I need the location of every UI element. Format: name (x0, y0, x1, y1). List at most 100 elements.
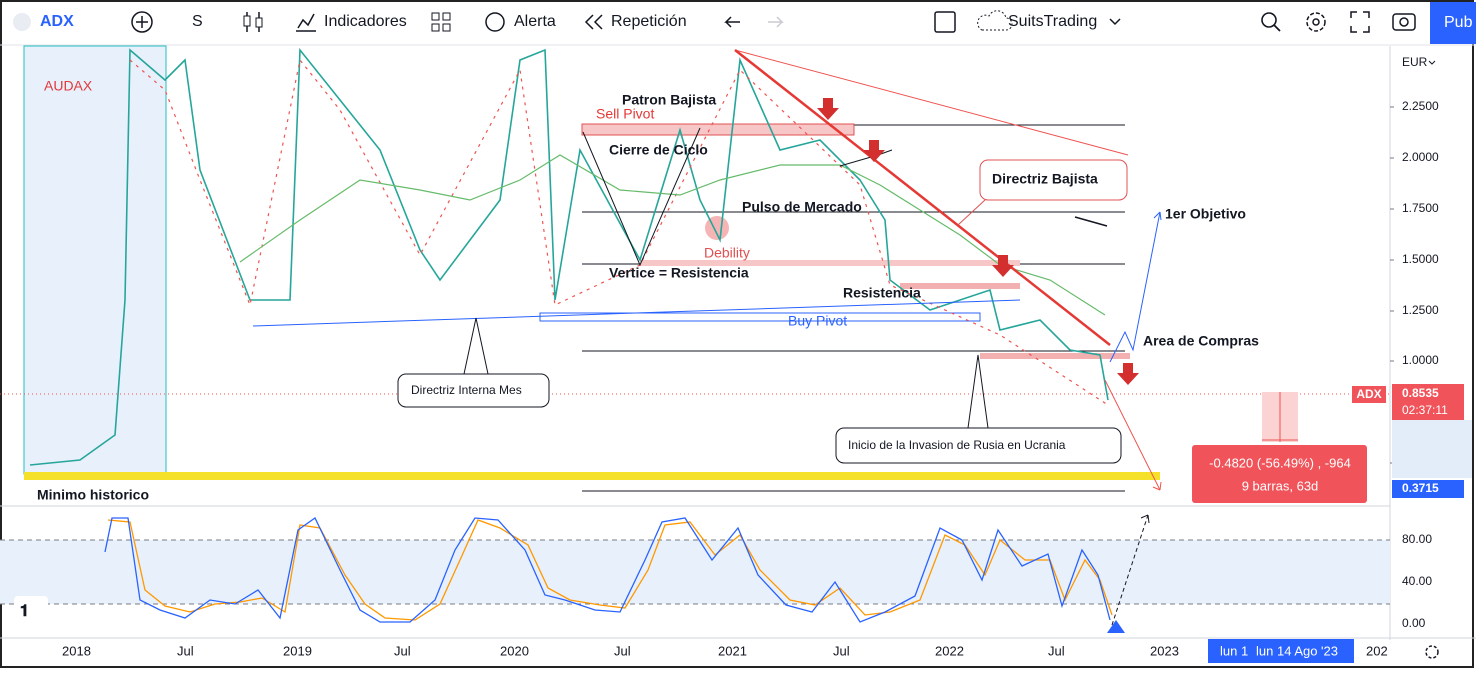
indicators-button[interactable]: Indicadores (324, 13, 407, 30)
replay-icon (584, 14, 603, 30)
time-label: Jul (833, 643, 850, 658)
publish-label: Pub (1444, 14, 1473, 31)
alert-button[interactable]: Alerta (514, 13, 556, 30)
segment (1074, 216, 1108, 227)
annotation: Minimo historico (37, 487, 149, 503)
layout-menu[interactable] (1109, 18, 1121, 26)
price-label: 1.7500 (1402, 201, 1439, 215)
trend-line (734, 49, 1111, 346)
templates-icon (431, 23, 440, 32)
resistance-zone (900, 283, 1020, 289)
crosshair-date-short: lun 1 (1220, 643, 1248, 658)
oscillator-label: 40.00 (1402, 574, 1432, 588)
annotation: Cierre de Ciclo (609, 142, 708, 158)
replay-button[interactable]: Repetición (611, 13, 687, 30)
annotation: Inicio de la Invasion de Rusia en Ucrani… (848, 438, 1066, 452)
fullscreen[interactable] (1350, 11, 1370, 33)
annotation: Sell Pivot (596, 106, 654, 122)
measure-bars: 9 barras, 63d (1242, 478, 1319, 493)
measure-change: -0.4820 (-56.49%) , -964 (1209, 455, 1351, 470)
last-price-badge (1392, 384, 1464, 420)
symbol[interactable]: ADX (40, 13, 74, 30)
layout-name[interactable]: SuitsTrading (1008, 13, 1097, 30)
crosshair-date: lun 14 Ago '23 (1256, 643, 1338, 658)
buy-pivot-zone (539, 312, 981, 322)
templates-icon (442, 23, 451, 32)
callout-box (979, 159, 1128, 201)
price-label: 1.5000 (1402, 252, 1439, 266)
crosshair-date-badge (1208, 639, 1354, 663)
callout-pointer (967, 354, 989, 429)
redo[interactable] (768, 16, 784, 28)
date-range-highlight (23, 45, 167, 475)
templates-icon[interactable] (431, 12, 440, 21)
projection (1111, 514, 1149, 626)
historic-low-zone (24, 472, 1160, 480)
time-labels: 2018 Jul 2019 Jul 2020 Jul 2021 Jul 2022 Jul 2023 (62, 643, 1179, 658)
annotation: Vertice = Resistencia (609, 265, 749, 281)
time-label: 2021 (718, 643, 747, 658)
last-price: 0.8535 (1402, 386, 1439, 400)
trend-line (734, 49, 1129, 156)
snapshot[interactable] (1392, 13, 1416, 31)
annotation: Buy Pivot (788, 313, 847, 329)
select-layout[interactable] (934, 11, 956, 33)
arrowhead (1140, 514, 1150, 524)
undo[interactable] (724, 16, 740, 28)
down-arrow (817, 98, 839, 120)
symbol-badge-label: ADX (1356, 387, 1381, 401)
down-arrow (1117, 363, 1139, 385)
projection-down (1104, 379, 1161, 491)
down-arrow (863, 140, 885, 162)
arrowhead (1153, 211, 1162, 221)
moving-average (239, 154, 1106, 316)
time-label: 2023 (1150, 643, 1179, 658)
annotation: 1er Objetivo (1165, 206, 1246, 222)
price-path (29, 47, 1109, 466)
time-label: 2019 (283, 643, 312, 658)
interval[interactable]: S (192, 13, 203, 30)
callout-box (397, 373, 550, 408)
annotation: Directriz Interna Mes (411, 383, 522, 397)
annotation: Patron Bajista (622, 92, 716, 108)
sell-pivot-zone (581, 123, 855, 136)
measure-box (1192, 445, 1367, 503)
publish-button[interactable] (1430, 2, 1476, 44)
add-icon (136, 16, 148, 28)
axis-settings[interactable] (1425, 645, 1439, 659)
oscillator-labels: 80.00 40.00 0.00 (1402, 532, 1432, 630)
price-label: 2.0000 (1402, 150, 1439, 164)
currency-menu (1428, 60, 1436, 65)
cloud-icon (977, 10, 1013, 31)
search[interactable] (1261, 12, 1277, 28)
watermark: AUDAX (44, 78, 93, 94)
oscillator-label: 80.00 (1402, 532, 1432, 546)
search-handle (1273, 24, 1281, 32)
settings[interactable] (1306, 12, 1326, 32)
oscillator-band (0, 540, 1390, 604)
price-path-down (129, 58, 1109, 406)
time-label: 2020 (500, 643, 529, 658)
time-label: 202 (1366, 643, 1388, 658)
symbol-badge (1352, 386, 1386, 403)
resistance-zone (640, 260, 1020, 266)
candles-icon-body (243, 15, 251, 27)
currency[interactable]: EUR (1402, 55, 1428, 69)
price-label: 1.0000 (1402, 353, 1439, 367)
add-symbol[interactable] (131, 11, 153, 33)
toolbar: ADX S Indicadores Alerta Repetición Suit… (0, 2, 1476, 46)
price-label: 2.2500 (1402, 99, 1439, 113)
callout-pointer (957, 199, 986, 226)
time-label: Jul (394, 643, 411, 658)
down-arrows (817, 98, 1139, 385)
pattern-lines (582, 127, 701, 267)
projection-up (1109, 211, 1161, 363)
low-label: 0.3715 (1402, 481, 1439, 495)
annotation: Area de Compras (1143, 333, 1259, 349)
callout-box (835, 427, 1122, 464)
indicators-icon (296, 13, 316, 32)
annotation: Debility (704, 245, 750, 261)
support-zone (980, 353, 1130, 359)
